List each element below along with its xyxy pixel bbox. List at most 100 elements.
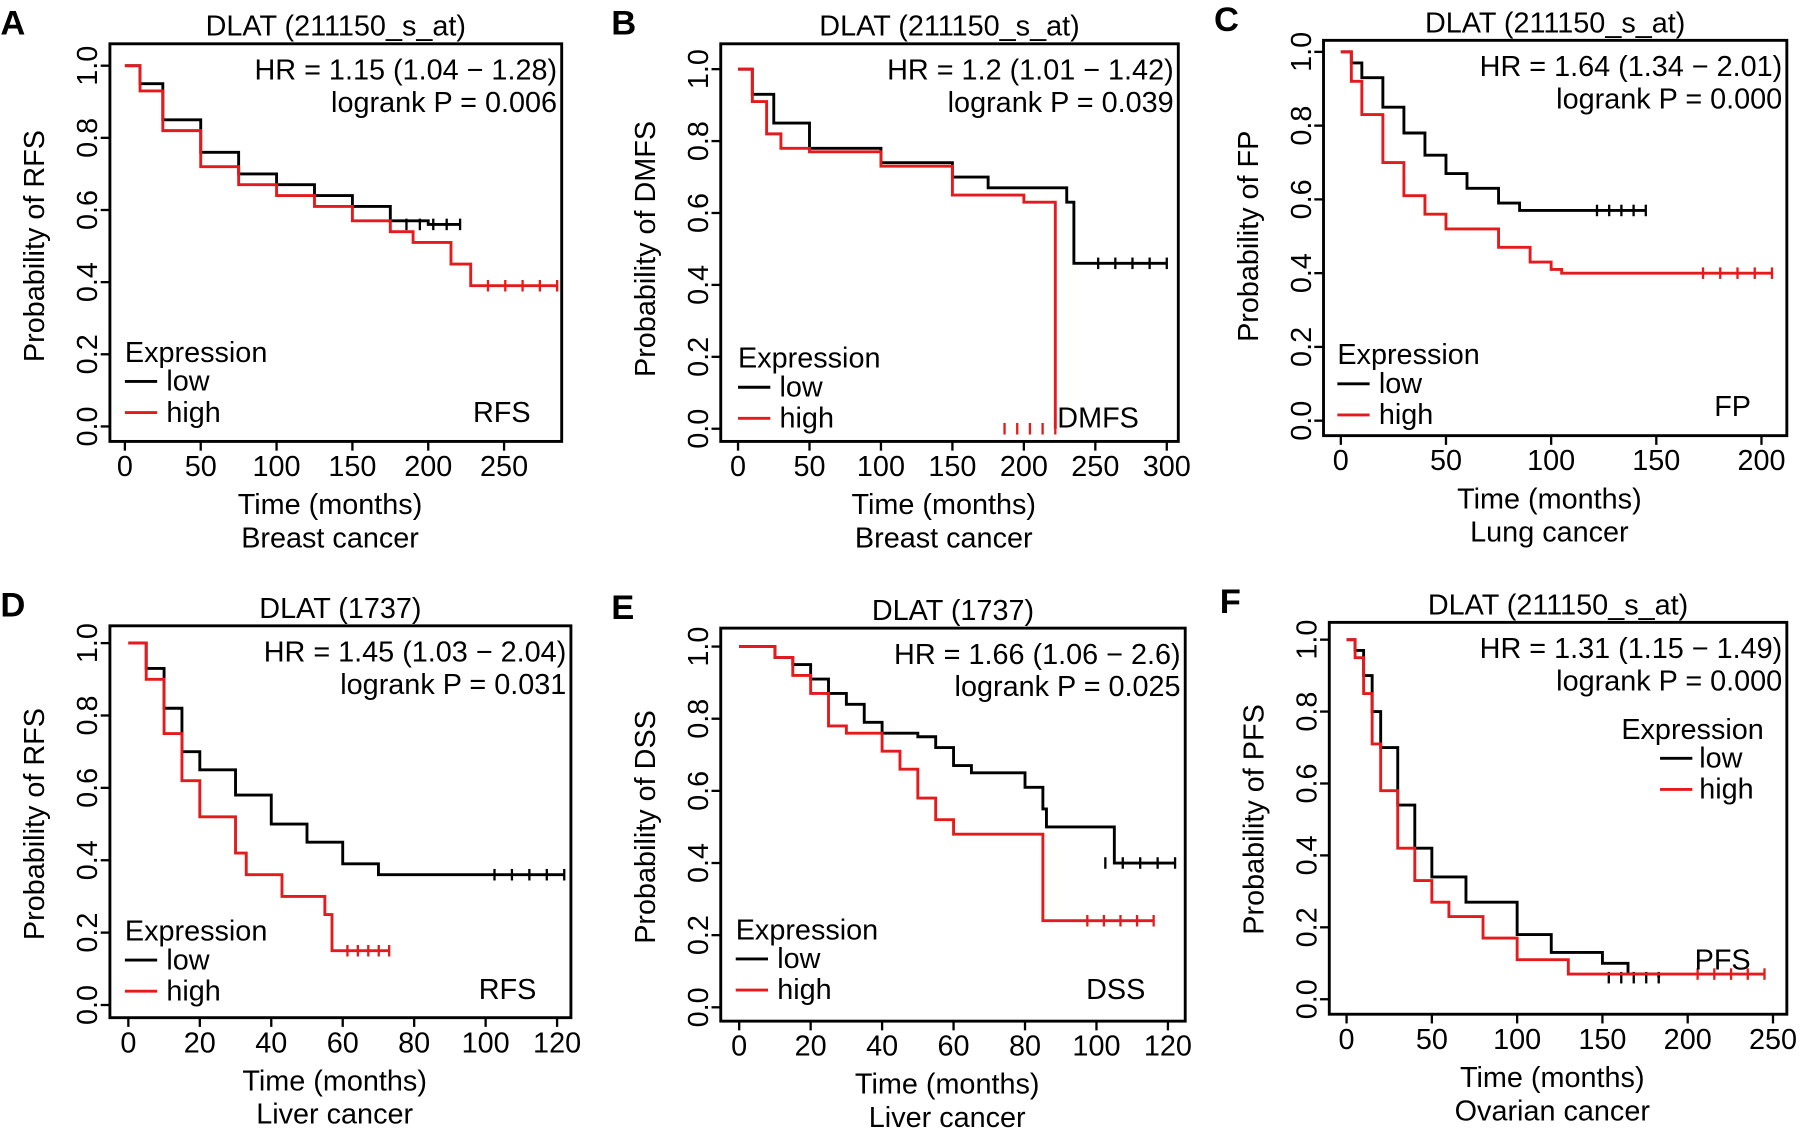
y-tick-label: 0.2 [683,337,715,377]
chart-title: DLAT (1737) [259,593,421,625]
y-tick-label: 0.8 [683,121,715,161]
chart-title: DLAT (211150_s_at) [819,11,1079,43]
y-tick-label: 0.6 [72,768,104,808]
x-tick-label: 250 [1749,1024,1797,1056]
y-tick-label: 0.0 [72,985,104,1025]
legend-label-high: high [166,397,220,429]
y-tick-label: 0.6 [72,190,104,230]
y-tick-label: 0.0 [683,987,715,1027]
x-tick-label: 50 [185,451,217,483]
panel-c: C DLAT (211150_s_at) 0 50 100 150 200 0.0 0.2 0.4… [1214,1,1789,549]
panel-e: E DLAT (1737) 0 20 40 60 80 100 120 0.0 0.2 0.4 0.6 0… [611,589,1192,1134]
x-axis-label: Time (months) [855,1069,1040,1101]
panel-letter: C [1214,1,1239,39]
hazard-ratio-text: HR = 1.64 (1.34 − 2.01) [1480,51,1783,83]
y-tick-label: 0.2 [72,913,104,953]
logrank-p-text: logrank P = 0.039 [948,87,1174,119]
y-tick-label: 1.0 [683,49,715,89]
x-tick-label: 150 [1632,445,1680,477]
x-tick-label: 20 [184,1027,216,1059]
panel-letter: F [1220,583,1241,621]
endpoint-label: DMFS [1057,403,1139,435]
plot-frame [108,42,564,443]
y-tick-label: 0.2 [683,915,715,955]
hazard-ratio-text: HR = 1.2 (1.01 − 1.42) [887,55,1174,87]
km-curve-high [124,64,558,288]
y-axis-label: Probability of RFS [19,130,51,362]
hazard-ratio-text: HR = 1.66 (1.06 − 2.6) [894,639,1181,671]
legend-title: Expression [125,915,267,947]
endpoint-label: FP [1714,391,1751,423]
x-tick-label: 200 [404,451,452,483]
y-axis-label: Probability of FP [1233,131,1265,342]
y-tick-label: 0.4 [683,843,715,883]
plot-frame [108,624,573,1020]
y-tick-label: 0.2 [1286,327,1318,367]
panel-a: A DLAT (211150_s_at) 0 50 100 150 200 250 0.0 0.2… [0,5,564,554]
km-curve-high [128,641,390,953]
km-curve-low [128,641,565,877]
km-curve-high [1346,638,1765,976]
chart-title: DLAT (211150_s_at) [1428,589,1688,621]
x-tick-label: 60 [327,1027,359,1059]
y-tick-label: 0.8 [683,699,715,739]
x-tick-label: 40 [255,1027,287,1059]
logrank-p-text: logrank P = 0.006 [331,87,557,119]
y-tick-label: 0.8 [72,695,104,735]
y-tick-label: 0.4 [72,262,104,302]
y-tick-label: 0.4 [1286,253,1318,293]
y-tick-label: 0.4 [1292,835,1324,875]
legend-label-low: low [166,366,209,398]
y-tick-label: 0.6 [1286,179,1318,219]
panel-f: F DLAT (211150_s_at) 0 50 100 150 200 250 0.0 0.2… [1220,583,1797,1127]
panel-letter: E [611,589,634,627]
x-tick-label: 150 [928,451,976,483]
x-tick-label: 120 [533,1027,581,1059]
km-curve-high [1340,50,1773,275]
x-tick-label: 100 [462,1027,510,1059]
x-axis-label: Time (months) [242,1065,427,1097]
km-curve-low [1340,50,1646,212]
cancer-type-label: Breast cancer [855,522,1033,554]
legend-label-low: low [780,371,823,403]
km-curve-high [738,67,1057,429]
x-tick-label: 200 [1737,445,1785,477]
legend-label-low: low [166,944,209,976]
hazard-ratio-text: HR = 1.31 (1.15 − 1.49) [1480,633,1783,665]
y-tick-label: 0.8 [1292,692,1324,732]
x-axis-label: Time (months) [1460,1062,1645,1094]
panel-b: B DLAT (211150_s_at) 0 50 100 150 200 250 300 0.0… [611,5,1191,555]
legend-label-low: low [1379,368,1422,400]
y-axis-label: Probability of RFS [19,708,51,940]
x-tick-label: 200 [1664,1024,1712,1056]
panel-d: D DLAT (1737) 0 20 40 60 80 100 120 0.0 0.2 0.4 0.6 0… [0,587,581,1131]
x-tick-label: 120 [1144,1031,1192,1063]
x-tick-label: 200 [1000,451,1048,483]
legend-title: Expression [738,343,880,375]
legend-title: Expression [1621,714,1763,746]
y-tick-label: 1.0 [1286,32,1318,72]
x-tick-label: 100 [857,451,905,483]
x-tick-label: 0 [117,451,133,483]
plot-frame [1322,38,1789,438]
x-tick-label: 0 [1333,445,1349,477]
endpoint-label: RFS [479,974,537,1006]
legend-title: Expression [736,914,878,946]
y-tick-label: 0.0 [1292,979,1324,1019]
x-tick-label: 100 [1493,1024,1541,1056]
km-curve-low [1346,638,1661,978]
y-tick-label: 0.4 [72,840,104,880]
x-tick-label: 250 [480,451,528,483]
legend-label-high: high [1699,774,1753,806]
cancer-type-label: Ovarian cancer [1455,1095,1651,1127]
x-tick-label: 0 [1339,1024,1355,1056]
y-tick-label: 0.8 [1286,106,1318,146]
panel-letter: B [611,5,636,43]
y-axis-label: Probability of PFS [1239,704,1271,934]
x-tick-label: 60 [938,1031,970,1063]
x-tick-label: 100 [1527,445,1575,477]
logrank-p-text: logrank P = 0.025 [955,671,1181,703]
legend-label-low: low [1699,743,1742,775]
y-tick-label: 0.2 [1292,907,1324,947]
